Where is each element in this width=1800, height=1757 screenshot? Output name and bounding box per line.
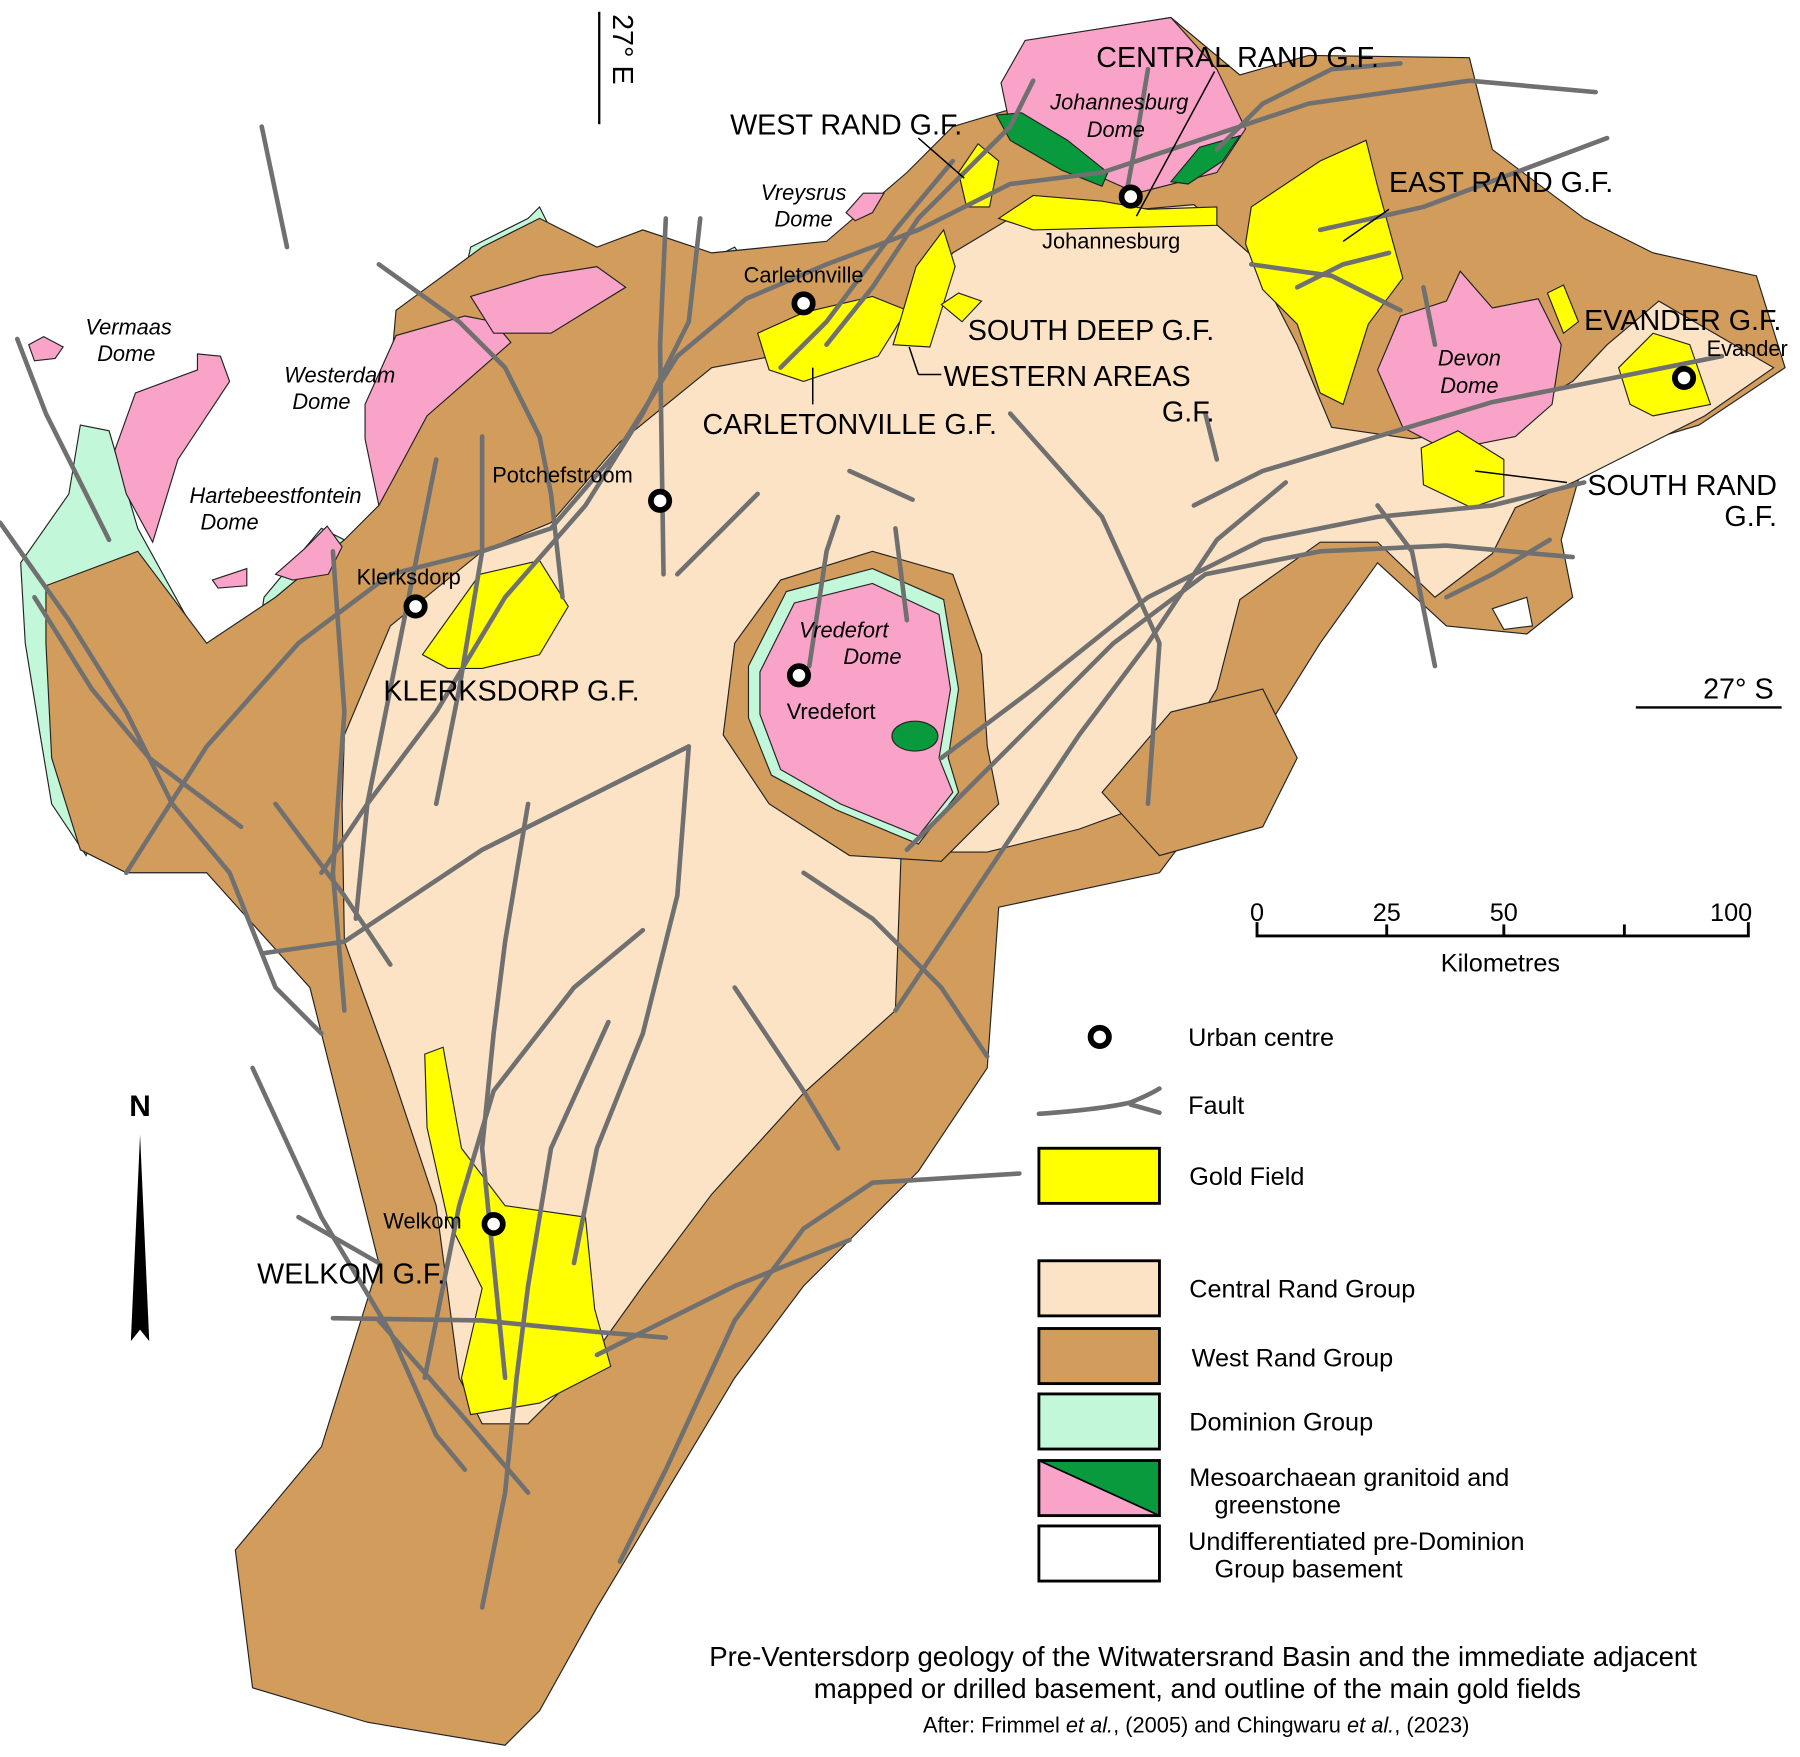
urban-centre-icon (403, 594, 428, 619)
label-vermaas-dome: Vermaas (85, 314, 172, 339)
scale-tick-0: 0 (1250, 899, 1264, 927)
legend: Urban centre Fault Gold Field Central Ra… (1036, 1024, 1525, 1584)
label-johannesburg-dome-2: Dome (1087, 117, 1145, 142)
label-johannesburg: Johannesburg (1042, 228, 1180, 253)
label-vredefort: Vredefort (787, 699, 876, 724)
label-vredefort-dome-2: Dome (843, 644, 901, 669)
urban-centre-icon (1118, 184, 1143, 209)
north-label: N (129, 1090, 151, 1123)
label-carletonville: Carletonville (744, 263, 864, 288)
latitude-label: 27° S (1703, 673, 1774, 705)
caption-source-d: et al. (1347, 1713, 1394, 1738)
legend-basement: Undifferentiated pre-Dominion (1188, 1528, 1524, 1556)
label-vreysrus-dome: Vreysrus (761, 180, 847, 205)
label-vredefort-dome: Vredefort (799, 617, 889, 642)
scale-tick-50: 50 (1490, 899, 1518, 927)
label-carletonville-gf: CARLETONVILLE G.F. (703, 409, 997, 441)
label-devon-dome-2: Dome (1440, 373, 1498, 398)
label-westerdam-dome: Westerdam (284, 363, 395, 388)
caption-line-2: mapped or drilled basement, and outline … (814, 1673, 1581, 1704)
legend-west-rand: West Rand Group (1192, 1344, 1394, 1372)
legend-granitoid-greenstone-swatch (1037, 1459, 1161, 1518)
west-rand-inlier (1101, 688, 1298, 857)
label-evander: Evander (1707, 336, 1788, 361)
legend-basement-2: Group basement (1215, 1556, 1403, 1584)
caption-source-c: , (2005) and Chingwaru (1113, 1713, 1347, 1738)
legend-basement-swatch (1037, 1524, 1161, 1583)
label-potchefstroom: Potchefstroom (492, 462, 633, 487)
urban-centre-icon (481, 1211, 506, 1237)
urban-centre-icon (648, 488, 673, 513)
label-hartebeestfontein-dome-2: Dome (201, 510, 259, 535)
label-vermaas-dome-2: Dome (97, 341, 155, 366)
legend-central-rand-swatch (1037, 1259, 1161, 1318)
label-south-rand-gf-suffix: G.F. (1724, 501, 1777, 533)
label-klerksdorp-gf: KLERKSDORP G.F. (383, 676, 639, 708)
caption-line-1: Pre-Ventersdorp geology of the Witwaters… (709, 1641, 1697, 1672)
label-western-areas-gf: WESTERN AREAS (944, 361, 1191, 393)
vredefort-dome-structure (722, 550, 1000, 862)
scale-tick-25: 25 (1373, 899, 1401, 927)
label-westerdam-dome-2: Dome (292, 389, 350, 414)
legend-fault: Fault (1188, 1092, 1244, 1120)
label-welkom-gf: WELKOM G.F. (257, 1259, 445, 1291)
label-south-rand-gf: SOUTH RAND (1587, 470, 1777, 502)
label-central-rand-gf: CENTRAL RAND G.F. (1096, 42, 1379, 74)
label-klerksdorp: Klerksdorp (357, 565, 461, 590)
caption-source: After: Frimmel et al., (2005) and Chingw… (923, 1713, 1469, 1738)
longitude-label: 27° E (606, 14, 638, 85)
legend-gold-field: Gold Field (1189, 1163, 1304, 1191)
label-welkom: Welkom (383, 1209, 461, 1234)
label-east-rand-gf: EAST RAND G.F. (1389, 167, 1613, 199)
legend-greenstone: greenstone (1215, 1491, 1341, 1519)
caption-source-e: , (2023) (1394, 1713, 1469, 1738)
faults (0, 61, 1725, 1610)
label-hartebeestfontein-dome: Hartebeestfontein (189, 483, 361, 508)
legend-urban-centre-icon (1087, 1024, 1112, 1049)
basement-window (1491, 596, 1534, 631)
label-johannesburg-dome: Johannesburg (1049, 89, 1188, 114)
caption-source-b: et al. (1066, 1713, 1113, 1738)
urban-centre-icon (791, 291, 816, 316)
legend-gold-field-swatch (1037, 1146, 1161, 1205)
caption-source-a: After: Frimmel (923, 1713, 1066, 1738)
label-vreysrus-dome-2: Dome (774, 206, 832, 231)
scale-unit: Kilometres (1441, 949, 1560, 977)
scale-tick-100: 100 (1710, 899, 1752, 927)
legend-west-rand-swatch (1037, 1327, 1161, 1386)
scale-bar: 0 25 50 100 Kilometres (1250, 899, 1752, 978)
legend-dominion-swatch (1037, 1392, 1161, 1451)
legend-granitoid: Mesoarchaean granitoid and (1189, 1464, 1509, 1492)
label-west-rand-gf: WEST RAND G.F. (730, 110, 962, 142)
urban-centres (403, 184, 1697, 1237)
label-western-areas-gf-suffix: G.F. (1162, 397, 1215, 429)
label-evander-gf: EVANDER G.F. (1584, 305, 1781, 337)
greenstone-belts (995, 112, 1242, 188)
legend-central-rand: Central Rand Group (1189, 1276, 1415, 1304)
legend-urban-centre: Urban centre (1188, 1024, 1334, 1052)
legend-dominion: Dominion Group (1189, 1409, 1373, 1437)
label-south-deep-gf: SOUTH DEEP G.F. (968, 315, 1215, 347)
legend-fault-icon (1036, 1086, 1162, 1117)
label-devon-dome: Devon (1438, 345, 1501, 370)
north-arrow-icon (130, 1134, 150, 1342)
urban-centre-icon (1672, 365, 1697, 391)
urban-centre-icon (786, 663, 812, 688)
leader-lines (812, 71, 1568, 484)
